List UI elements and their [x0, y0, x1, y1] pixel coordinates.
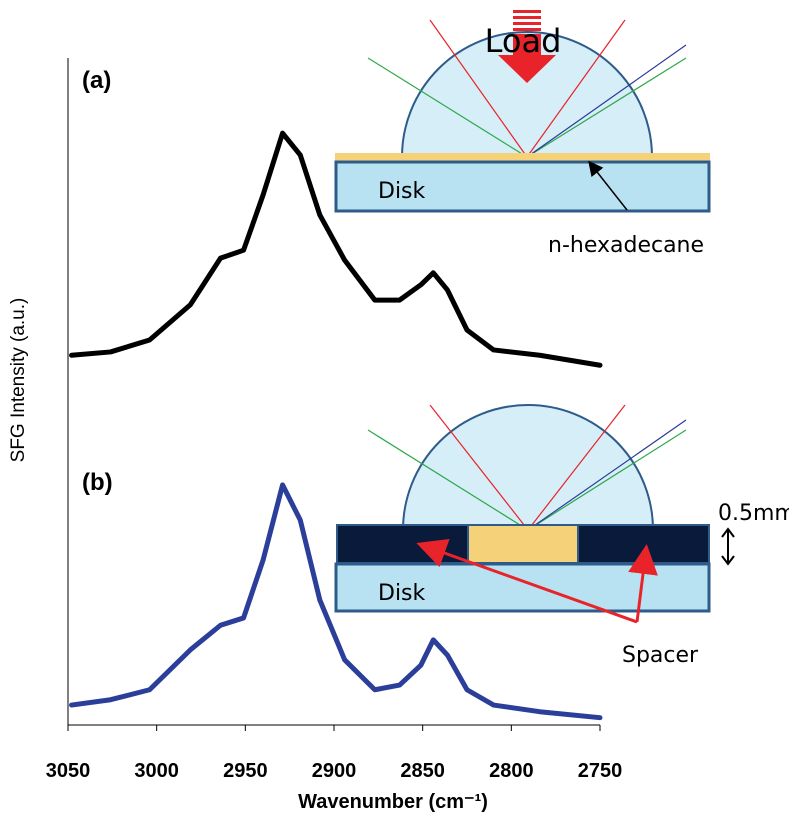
x-tick-label: 2850	[400, 760, 445, 782]
x-tick-label: 3050	[46, 760, 91, 782]
figure: Load Disk n-hexadecane Disk Spacer 0.5mm…	[0, 0, 789, 823]
thickness-label: 0.5mm	[718, 501, 789, 526]
n-hexadecane-label: n-hexadecane	[548, 233, 704, 258]
x-tick-label: 2950	[223, 760, 268, 782]
x-tick-label: 2900	[312, 760, 357, 782]
load-label: Load	[485, 22, 562, 60]
x-tick-label: 2750	[578, 760, 623, 782]
x-axis-label: Wavenumber (cm⁻¹)	[298, 791, 488, 813]
y-axis-label: SFG Intensity (a.u.)	[8, 298, 29, 463]
spacer-label: Spacer	[622, 643, 699, 668]
inset-a: Load Disk n-hexadecane	[335, 10, 710, 258]
inset-b: Disk Spacer 0.5mm	[336, 405, 789, 668]
disk-label: Disk	[378, 581, 426, 606]
x-tick-label: 3000	[134, 760, 179, 782]
disk-label: Disk	[378, 179, 426, 204]
panel-label: (a)	[82, 67, 111, 94]
x-tick-label: 2800	[489, 760, 534, 782]
panel-label: (b)	[82, 469, 113, 496]
